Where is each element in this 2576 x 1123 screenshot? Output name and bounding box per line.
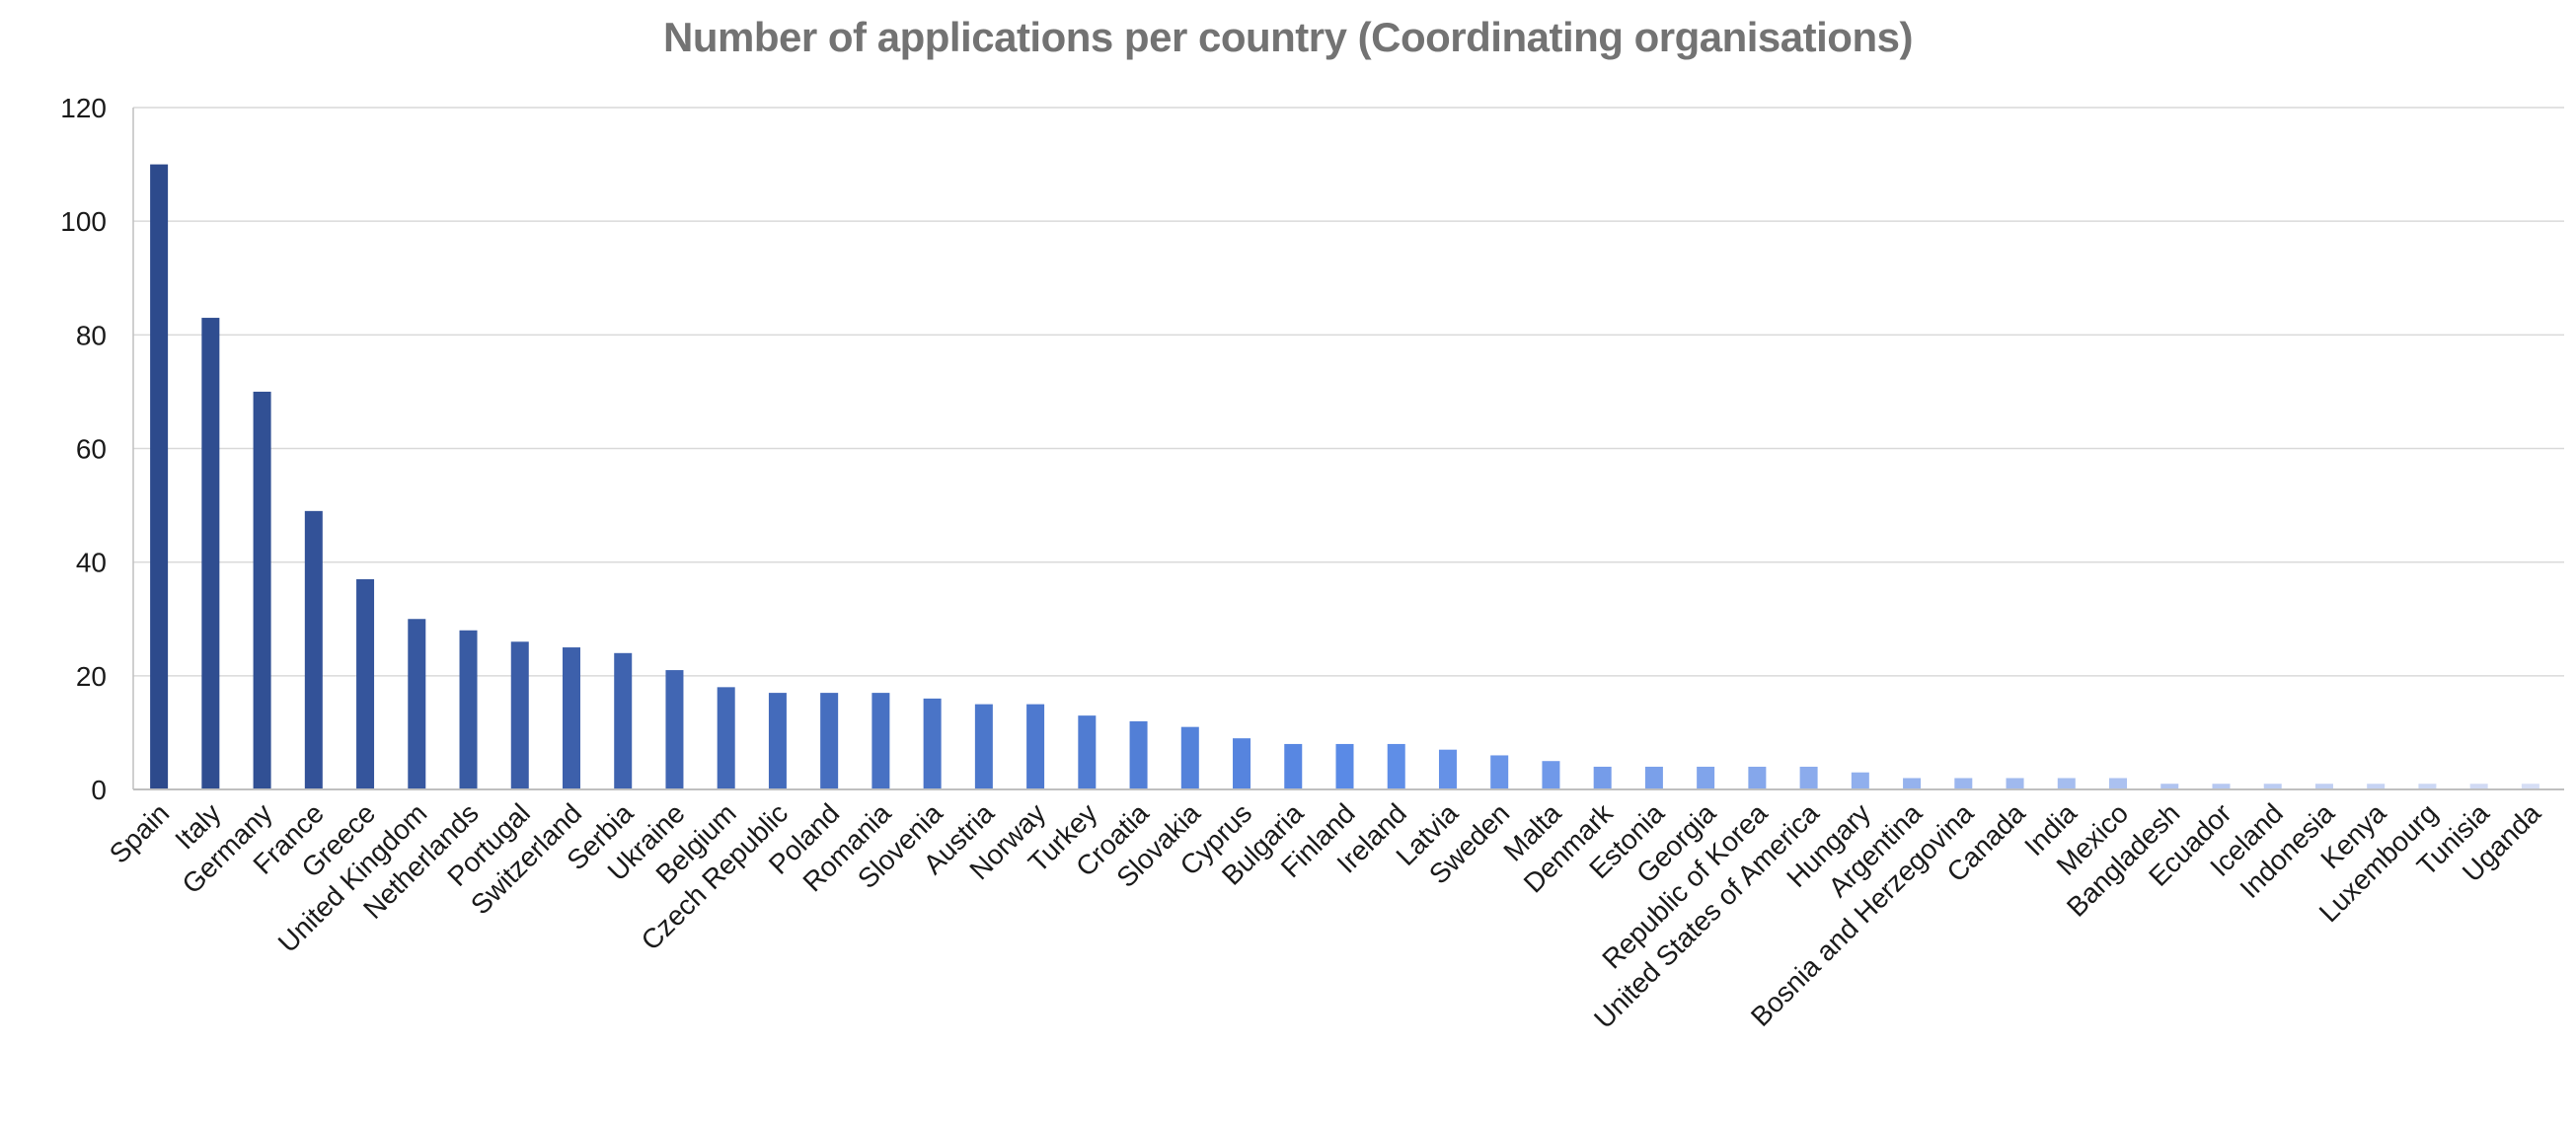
y-tick-label: 20 [76,661,107,692]
bar-united-kingdom [408,619,426,789]
y-tick-label: 60 [76,434,107,465]
bar-croatia [1129,720,1148,789]
x-tick-label: Spain [104,797,176,869]
bar-germany [253,391,271,789]
bar-slovakia [1180,726,1199,789]
bar-sweden [1490,755,1509,789]
bar-indonesia [2314,784,2333,789]
bar-greece [356,578,375,789]
y-tick-label: 0 [91,775,107,805]
bar-georgia [1697,766,1715,789]
bar-hungary [1851,772,1869,789]
bars [150,164,2539,790]
bar-india [2057,778,2076,789]
bar-bosnia-and-herzegovina [1954,778,1973,789]
bar-united-states-of-america [1799,766,1818,789]
bar-ecuador [2212,784,2231,789]
bar-canada [2006,778,2024,789]
bar-denmark [1593,766,1612,789]
bar-slovenia [923,698,942,789]
bar-finland [1335,743,1354,789]
bar-latvia [1438,749,1457,789]
bar-france [304,510,323,789]
bar-netherlands [459,630,478,789]
bar-portugal [510,641,529,789]
bar-switzerland [562,647,580,789]
y-tick-label: 80 [76,320,107,350]
bar-poland [820,693,839,789]
bar-norway [1026,704,1045,789]
bar-bangladesh [2160,784,2179,789]
bar-cyprus [1233,738,1251,789]
bar-turkey [1078,715,1097,789]
bar-argentina [1903,778,1922,789]
bar-bulgaria [1284,743,1303,789]
bar-luxembourg [2418,784,2437,789]
bar-belgium [717,687,735,789]
bar-iceland [2263,784,2282,789]
gridlines [133,107,2564,677]
bar-czech-republic [768,693,787,789]
bar-ukraine [665,670,684,789]
y-axis-ticks: 0 20 40 60 80 100 120 [60,93,107,805]
y-tick-label: 40 [76,548,107,578]
bar-estonia [1644,766,1663,789]
bar-serbia [614,652,633,789]
bar-romania [871,693,890,789]
bar-kenya [2367,784,2386,789]
bar-spain [150,164,169,790]
bar-tunisia [2469,784,2488,789]
bar-ireland [1387,743,1405,789]
y-tick-label: 120 [60,93,107,123]
bar-mexico [2109,778,2128,789]
bar-austria [974,704,993,789]
bar-uganda [2521,784,2539,789]
chart-title: Number of applications per country (Coor… [663,14,1913,60]
bar-italy [201,318,220,789]
y-tick-label: 100 [60,206,107,237]
bar-republic-of-korea [1748,766,1767,789]
bar-malta [1542,761,1560,789]
